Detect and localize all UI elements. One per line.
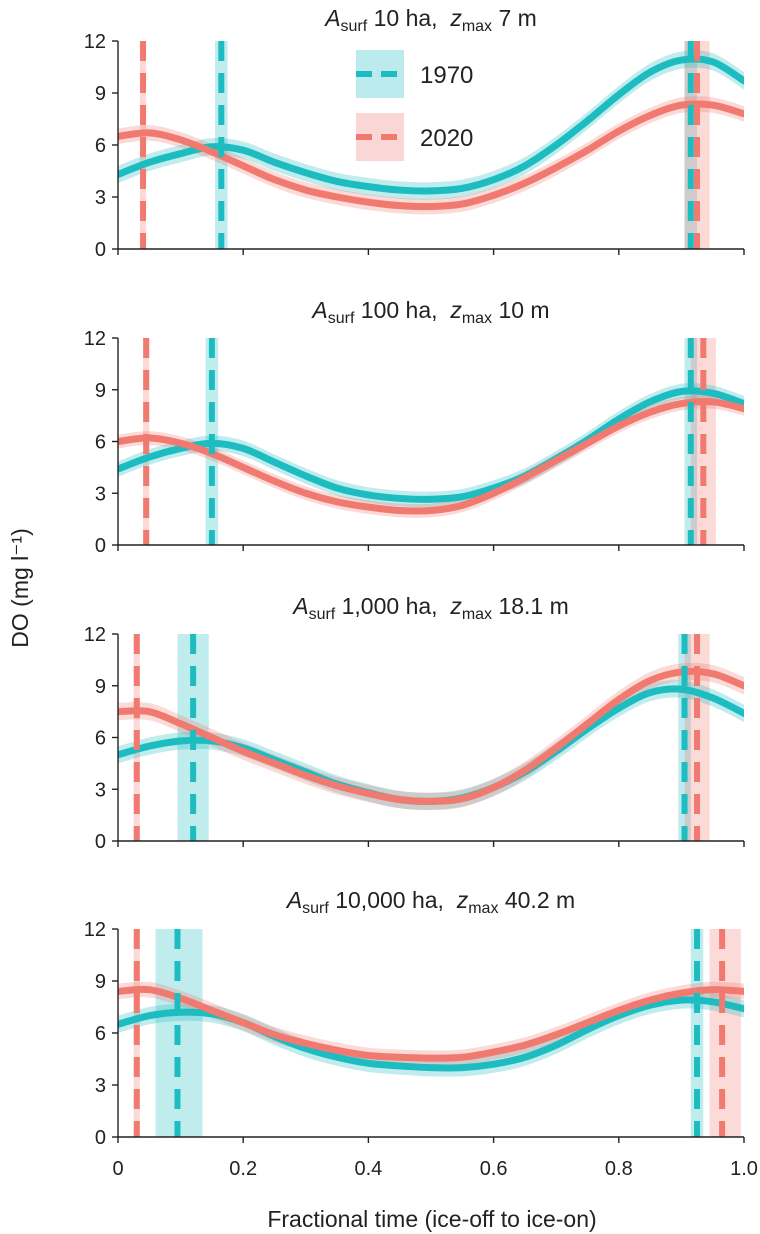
y-tick-label: 9 — [95, 380, 106, 402]
series-band-2020 — [118, 394, 744, 518]
vline-band-2020-4 — [709, 929, 741, 1137]
series-line-2020 — [118, 985, 744, 1062]
y-tick-label: 0 — [95, 1127, 106, 1149]
title-a-sub: surf — [302, 900, 329, 917]
y-axis-title: DO (mg l⁻¹) — [7, 528, 33, 647]
title-a: A — [310, 297, 327, 323]
y-tick-label: 9 — [95, 83, 106, 105]
y-tick-label: 12 — [84, 328, 106, 350]
y-tick-label: 0 — [95, 831, 106, 853]
y-tick-label: 6 — [95, 728, 106, 750]
title-a: A — [291, 593, 308, 619]
plot-area — [118, 338, 744, 545]
y-tick-label: 3 — [95, 483, 106, 505]
y-tick-label: 6 — [95, 135, 106, 157]
plot-area — [118, 929, 744, 1137]
title-z-sub: max — [462, 310, 492, 327]
x-tick-label: 0 — [112, 1158, 123, 1180]
x-tick-label: 0.6 — [480, 1158, 508, 1180]
panel-title: Asurf 1,000 ha, zmax 18.1 m — [291, 593, 569, 623]
title-z: z — [449, 5, 462, 31]
y-tick-label: 3 — [95, 1075, 106, 1097]
y-tick-label: 6 — [95, 1023, 106, 1045]
panel-title: Asurf 100 ha, zmax 10 m — [310, 297, 549, 327]
title-a-value: 100 ha, — [354, 297, 450, 323]
plot-area — [118, 41, 744, 249]
title-z: z — [449, 593, 462, 619]
title-a-value: 1,000 ha, — [335, 593, 450, 619]
title-a: A — [323, 5, 340, 31]
y-tick-label: 0 — [95, 239, 106, 261]
y-tick-label: 6 — [95, 432, 106, 454]
panel-title: Asurf 10 ha, zmax 7 m — [323, 5, 537, 35]
x-tick-label: 1.0 — [730, 1158, 758, 1180]
y-tick-label: 9 — [95, 676, 106, 698]
title-a-sub: surf — [309, 606, 336, 623]
panel-1: 0 3 6 9 12 Asurf 10 ha, zmax 7 m — [84, 5, 745, 261]
title-z-value: 10 m — [492, 297, 550, 323]
panel-3: 0 3 6 9 12 Asurf 1,000 ha, zmax 18.1 m — [84, 593, 745, 853]
title-z-value: 18.1 m — [492, 593, 569, 619]
series-line-1970 — [118, 387, 744, 503]
title-a: A — [285, 887, 302, 913]
y-tick-label: 3 — [95, 187, 106, 209]
plot-area — [118, 634, 744, 841]
y-tick-label: 9 — [95, 971, 106, 993]
series-line-2020 — [118, 667, 744, 805]
panel-title: Asurf 10,000 ha, zmax 40.2 m — [285, 887, 575, 917]
series-band-2020 — [118, 981, 744, 1066]
title-a-sub: surf — [341, 18, 368, 35]
series-band-2020 — [118, 96, 744, 215]
title-z-sub: max — [468, 900, 498, 917]
x-tick-label: 0.2 — [229, 1158, 257, 1180]
title-a-value: 10,000 ha, — [329, 887, 457, 913]
title-z: z — [449, 297, 462, 323]
legend: 1970 2020 — [356, 50, 473, 161]
title-z-value: 7 m — [492, 5, 537, 31]
y-tick-label: 3 — [95, 779, 106, 801]
series-line-2020 — [118, 397, 744, 515]
legend-label-1970: 1970 — [420, 62, 473, 89]
title-z-sub: max — [462, 18, 492, 35]
title-a-value: 10 ha, — [367, 5, 450, 31]
x-tick-label: 0.4 — [354, 1158, 382, 1180]
title-z: z — [456, 887, 469, 913]
y-tick-label: 12 — [84, 31, 106, 53]
series-band-2020 — [118, 662, 744, 810]
title-a-sub: surf — [328, 310, 355, 327]
panel-4: 0 3 6 9 12 0 0.2 0.4 0.6 0.8 1.0 Asurf 10,000 ha, z… — [84, 887, 758, 1180]
legend-label-2020: 2020 — [420, 125, 473, 152]
x-axis-title: Fractional time (ice-off to ice-on) — [267, 1206, 596, 1232]
title-z-value: 40.2 m — [498, 887, 575, 913]
panel-2: 0 3 6 9 12 Asurf 100 ha, zmax 10 m — [84, 297, 745, 557]
title-z-sub: max — [462, 606, 492, 623]
y-tick-label: 12 — [84, 624, 106, 646]
x-tick-label: 0.8 — [605, 1158, 633, 1180]
y-tick-label: 12 — [84, 919, 106, 941]
y-tick-label: 0 — [95, 535, 106, 557]
